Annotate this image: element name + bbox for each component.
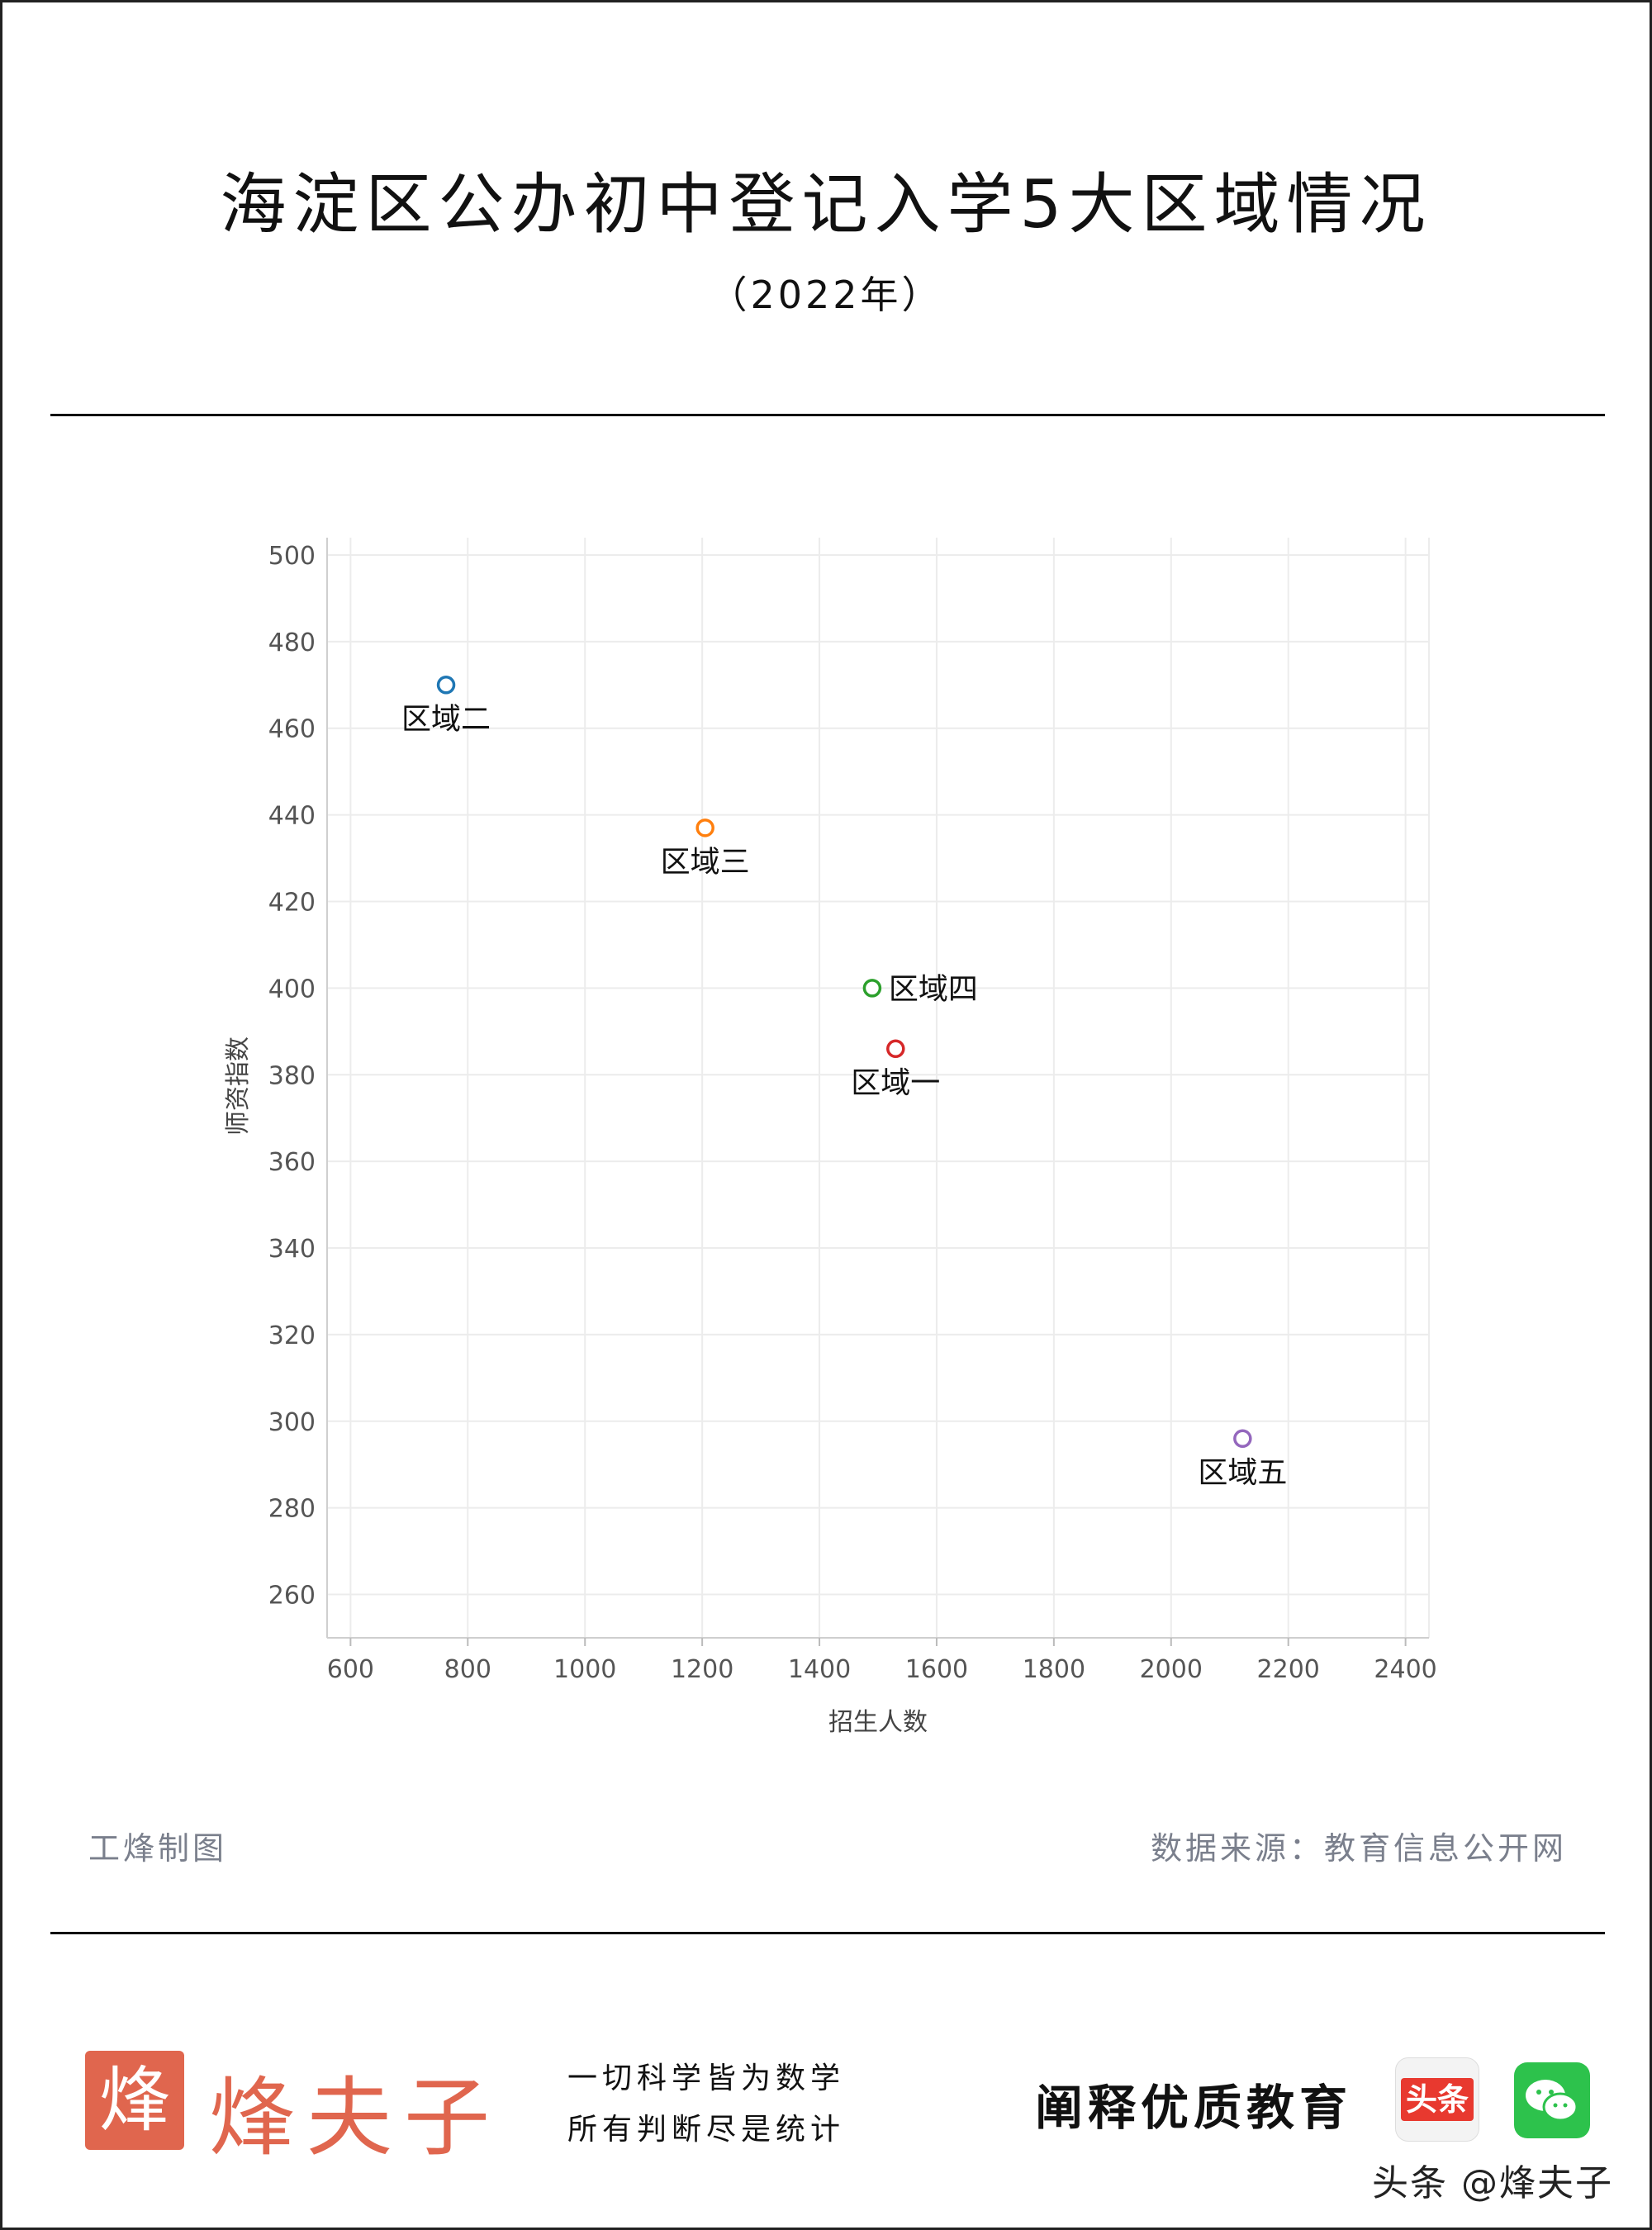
x-tick-label: 1200 bbox=[671, 1655, 733, 1684]
point-label: 区域四 bbox=[889, 972, 978, 1006]
toutiao-icon[interactable]: 头条 bbox=[1395, 2057, 1479, 2142]
y-tick-label: 280 bbox=[268, 1495, 316, 1524]
slogan-line-2: 所有判断尽是统计 bbox=[567, 2113, 846, 2147]
y-axis-title: 师资指数 bbox=[224, 1037, 253, 1136]
page-subtitle: （2022年） bbox=[709, 273, 943, 317]
point-label: 区域三 bbox=[661, 845, 750, 879]
y-tick-label: 360 bbox=[268, 1148, 316, 1177]
x-tick-label: 1000 bbox=[553, 1655, 616, 1684]
scatter-point bbox=[436, 676, 456, 695]
y-tick-label: 440 bbox=[268, 802, 316, 831]
chart-maker-note: 工烽制图 bbox=[88, 1830, 228, 1867]
watermark: 头条 @烽夫子 bbox=[1372, 2162, 1613, 2204]
point-label: 区域一 bbox=[851, 1066, 940, 1100]
x-tick-label: 2400 bbox=[1374, 1655, 1436, 1684]
wechat-icon-glyph bbox=[1526, 2080, 1578, 2122]
y-tick-label: 320 bbox=[268, 1321, 316, 1350]
x-axis-title: 招生人数 bbox=[828, 1708, 928, 1737]
brand-tagline: 阐释优质教育 bbox=[1035, 2080, 1353, 2136]
x-tick-label: 600 bbox=[327, 1655, 374, 1684]
y-tick-label: 300 bbox=[268, 1408, 316, 1437]
x-tick-label: 1400 bbox=[788, 1655, 851, 1684]
toutiao-icon-label: 头条 bbox=[1401, 2078, 1474, 2121]
y-tick-label: 460 bbox=[268, 715, 316, 744]
x-tick-label: 800 bbox=[444, 1655, 491, 1684]
x-tick-label: 2200 bbox=[1257, 1655, 1320, 1684]
scatter-point bbox=[695, 818, 714, 837]
wechat-icon[interactable] bbox=[1514, 2062, 1590, 2138]
point-label: 区域五 bbox=[1198, 1456, 1287, 1490]
scatter-point bbox=[886, 1039, 905, 1059]
y-tick-label: 400 bbox=[268, 975, 316, 1004]
y-tick-label: 420 bbox=[268, 889, 316, 918]
brand-logo: 烽 bbox=[85, 2051, 184, 2150]
y-tick-label: 380 bbox=[268, 1061, 316, 1090]
x-tick-label: 1800 bbox=[1023, 1655, 1085, 1684]
x-tick-label: 1600 bbox=[905, 1655, 968, 1684]
data-source-note: 数据来源：教育信息公开网 bbox=[1150, 1830, 1567, 1867]
bottom-divider bbox=[50, 1932, 1605, 1934]
y-tick-label: 480 bbox=[268, 629, 316, 657]
brand-name: 烽夫子 bbox=[209, 2067, 502, 2168]
y-tick-label: 340 bbox=[268, 1235, 316, 1264]
page-title: 海淀区公办初中登记入学5大区域情况 bbox=[220, 166, 1432, 243]
x-tick-label: 2000 bbox=[1140, 1655, 1203, 1684]
top-divider bbox=[50, 414, 1605, 416]
y-tick-label: 500 bbox=[268, 542, 316, 571]
point-label: 区域二 bbox=[401, 702, 491, 736]
scatter-chart: 600 800 1000 1200 1400 1600 1800 2000 2200 2400 26… bbox=[224, 538, 1437, 1737]
scatter-point bbox=[862, 979, 882, 998]
slogan-line-1: 一切科学皆为数学 bbox=[567, 2062, 846, 2095]
y-tick-label: 260 bbox=[268, 1582, 316, 1611]
scatter-point bbox=[1233, 1429, 1252, 1449]
